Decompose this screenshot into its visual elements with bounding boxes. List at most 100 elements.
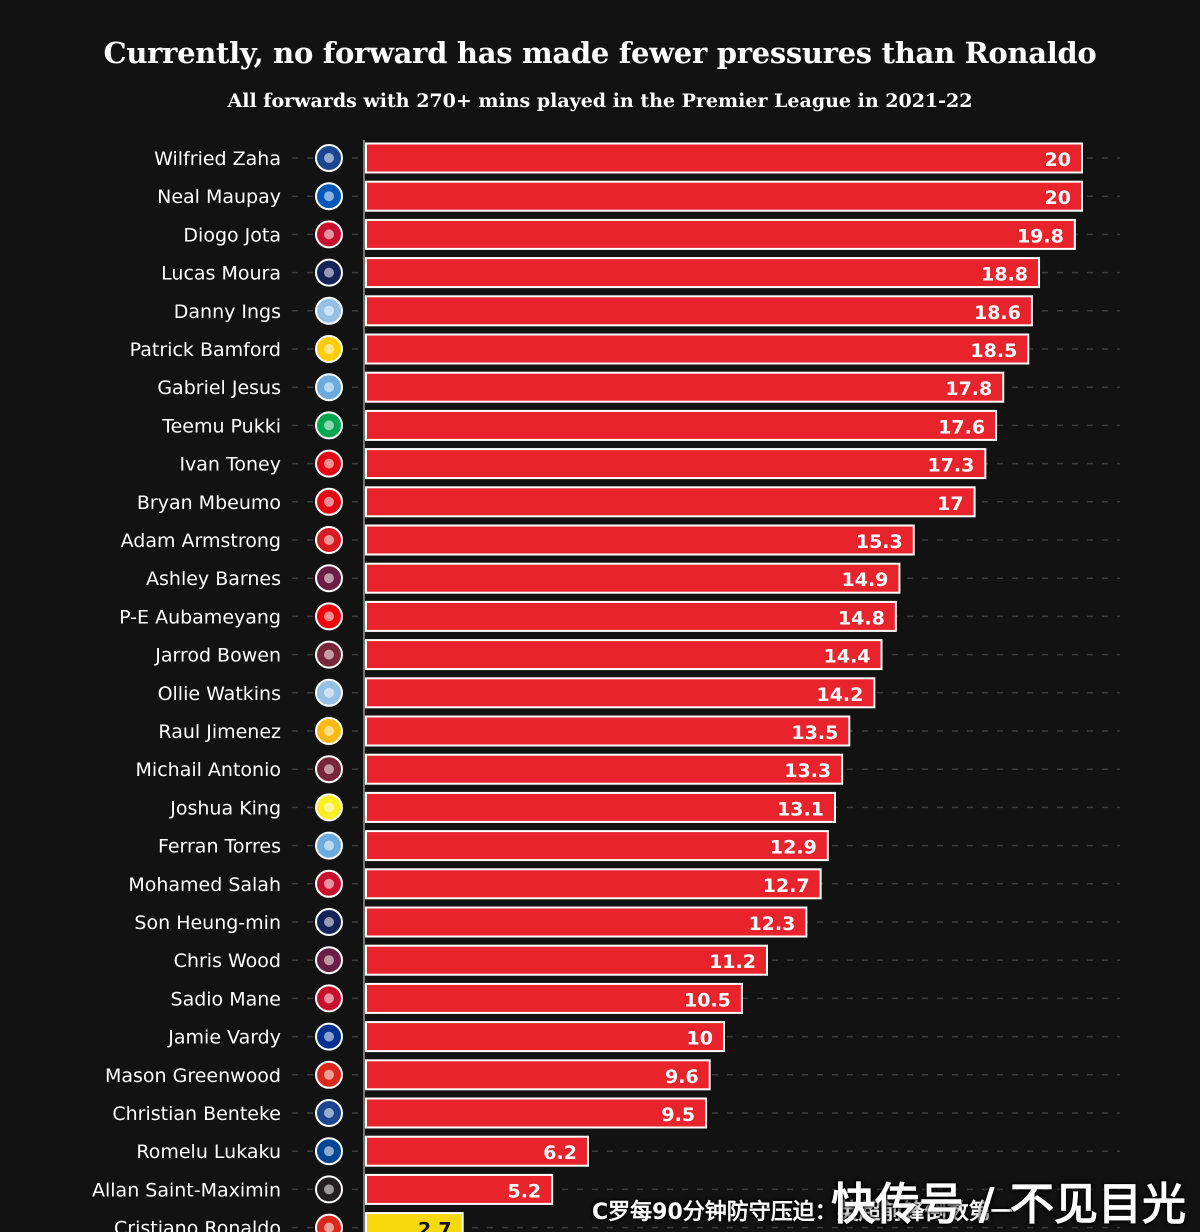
club-badge-icon: [315, 1060, 343, 1089]
club-badge-dot: [324, 993, 334, 1004]
bar: [365, 295, 1033, 327]
bar: [365, 1097, 708, 1129]
club-badge-icon: [315, 296, 343, 325]
player-label: Mohamed Salah: [128, 874, 281, 896]
bar: [365, 180, 1083, 212]
player-label: Patrick Bamford: [130, 339, 281, 361]
club-badge-dot: [324, 687, 334, 698]
club-badge-dot: [324, 764, 334, 775]
club-badge-icon: [315, 1099, 343, 1127]
club-badge-dot: [324, 229, 334, 240]
value-label: 9.6: [665, 1066, 699, 1088]
value-label: 10.5: [684, 989, 731, 1011]
value-label: 6.2: [543, 1142, 577, 1164]
value-label: 12.7: [763, 875, 810, 897]
club-badge-icon: [315, 678, 343, 707]
player-label: Ivan Toney: [179, 454, 281, 476]
bar: [365, 906, 808, 938]
player-label: Ferran Torres: [158, 836, 281, 858]
club-badge-icon: [315, 908, 343, 936]
bar: [365, 1212, 464, 1232]
club-badge-icon: [315, 526, 343, 554]
club-badge-dot: [324, 611, 334, 622]
player-label: Ashley Barnes: [146, 568, 281, 590]
value-label: 17: [937, 493, 963, 515]
player-label: Michail Antonio: [136, 759, 281, 781]
bar: [365, 982, 743, 1014]
bar: [365, 1135, 589, 1167]
club-badge-icon: [315, 182, 343, 211]
value-label: 10: [687, 1028, 713, 1050]
player-label: Raul Jimenez: [158, 721, 281, 743]
bar: [365, 600, 897, 632]
club-badge-dot: [324, 917, 334, 927]
player-label: Son Heung-min: [134, 912, 281, 934]
chart-subtitle: All forwards with 270+ mins played in th…: [227, 90, 973, 112]
club-badge-dot: [324, 382, 334, 393]
value-label: 14.2: [816, 684, 863, 706]
player-label: Romelu Lukaku: [136, 1141, 281, 1163]
club-badge-icon: [315, 755, 343, 784]
club-badge-dot: [324, 955, 334, 966]
player-label: Gabriel Jesus: [157, 377, 281, 399]
player-label: Jamie Vardy: [167, 1027, 281, 1049]
player-label: Joshua King: [169, 797, 281, 819]
player-label: Teemu Pukki: [161, 415, 281, 437]
bar: [365, 142, 1083, 174]
club-badge-icon: [315, 946, 343, 975]
value-label: 15.3: [856, 531, 903, 553]
value-label: 17.6: [938, 416, 985, 438]
player-label: Christian Benteke: [112, 1103, 281, 1125]
bar: [365, 486, 976, 518]
bar: [365, 830, 829, 862]
value-label: 13.5: [791, 722, 838, 744]
club-badge-dot: [324, 496, 334, 507]
value-label: 20: [1045, 187, 1071, 209]
club-badge-dot: [324, 573, 334, 584]
player-label: Wilfried Zaha: [154, 148, 281, 170]
player-label: Bryan Mbeumo: [137, 492, 281, 514]
player-label: Danny Ings: [174, 301, 281, 323]
club-badge-icon: [315, 793, 343, 822]
club-badge-icon: [315, 602, 343, 631]
value-label: 14.9: [842, 569, 889, 591]
value-label: 19.8: [1017, 225, 1064, 247]
club-badge-dot: [324, 191, 334, 202]
value-label: 5.2: [507, 1180, 541, 1202]
value-label: 13.3: [784, 760, 831, 782]
value-label: 14.4: [824, 646, 871, 668]
bar: [365, 868, 822, 900]
club-badge-dot: [324, 1108, 334, 1118]
value-label: 18.6: [974, 302, 1021, 324]
player-label: Mason Greenwood: [105, 1065, 281, 1087]
value-label: 17.8: [945, 378, 992, 400]
player-label: Allan Saint-Maximin: [92, 1179, 281, 1201]
bar: [365, 257, 1041, 289]
bar: [365, 1059, 711, 1091]
club-badge-dot: [324, 840, 334, 851]
club-badge-icon: [315, 258, 343, 287]
bar: [365, 944, 768, 976]
club-badge-dot: [324, 153, 334, 163]
club-badge-dot: [324, 1031, 334, 1042]
club-badge-icon: [315, 1137, 343, 1166]
bar: [365, 1021, 725, 1053]
value-label: 9.5: [661, 1104, 695, 1126]
club-badge-icon: [315, 1213, 343, 1232]
player-label: Sadio Mane: [171, 988, 281, 1010]
club-badge-icon: [315, 564, 343, 593]
value-label: 2.7: [418, 1219, 452, 1232]
club-badge-dot: [324, 305, 334, 316]
club-badge-dot: [324, 344, 334, 354]
value-label: 11.2: [709, 951, 756, 973]
club-badge-icon: [315, 335, 343, 363]
club-badge-dot: [324, 802, 334, 813]
player-label: Cristiano Ronaldo: [114, 1218, 281, 1232]
player-label: Chris Wood: [174, 950, 281, 972]
club-badge-dot: [324, 1069, 334, 1080]
bar: [365, 677, 876, 709]
value-label: 17.3: [927, 455, 974, 477]
watermark: 快传号 / 不见目光: [831, 1179, 1186, 1230]
club-badge-dot: [324, 1146, 334, 1157]
